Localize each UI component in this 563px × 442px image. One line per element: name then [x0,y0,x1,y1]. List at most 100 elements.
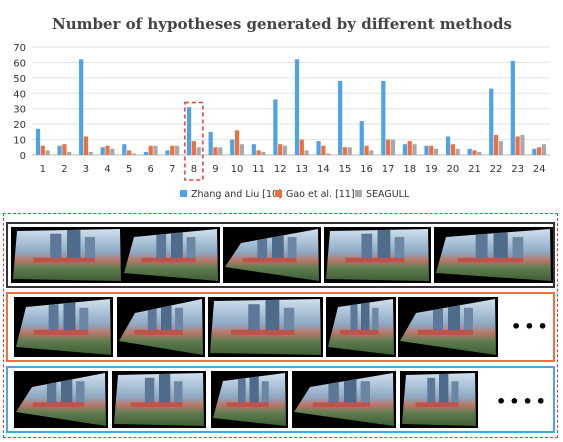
bar-2-14 [321,145,326,155]
bar-2-10 [234,130,240,155]
x-tick-label: 24 [533,164,546,175]
bar-1-20 [445,136,451,155]
bar-3-15 [347,147,352,155]
x-tick-label: 18 [403,164,416,175]
bar-1-8 [186,107,192,155]
x-tick-label: 22 [490,164,503,175]
bar-3-20 [455,148,460,155]
bar-1-2 [57,145,62,155]
bar-2-6 [148,145,153,155]
warped-image-thumbnail [11,227,123,283]
bar-1-4 [100,147,105,155]
x-tick-label: 23 [511,164,524,175]
bar-1-21 [467,148,472,155]
y-tick-label: 10 [13,136,26,147]
bar-3-6 [153,145,158,155]
bar-2-15 [342,147,348,155]
warped-image-thumbnail [324,227,431,283]
bar-3-11 [261,151,266,155]
row-gao: ••• [6,292,555,362]
bar-3-10 [239,144,244,155]
legend-swatch [275,190,282,197]
y-tick-label: 70 [13,43,26,54]
bar-2-24 [537,147,542,155]
y-tick-label: 20 [13,120,26,131]
bar-1-23 [510,60,515,156]
bar-1-22 [489,88,494,155]
bar-3-24 [541,144,547,155]
bar-2-12 [278,144,283,155]
x-tick-label: 19 [425,164,438,175]
row-seagull [6,222,555,288]
legend: Zhang and Liu [10] Gao et al. [11] SEAGULL [180,189,410,200]
bar-1-3 [79,59,84,155]
warped-image-thumbnail [398,297,498,357]
x-tick-label: 2 [61,164,67,175]
bar-3-16 [369,150,374,155]
bar-2-4 [105,145,110,155]
x-tick-label: 20 [447,164,460,175]
bar-3-13 [304,150,309,155]
x-tick-label: 3 [83,164,89,175]
bar-1-10 [230,139,235,155]
bar-1-19 [424,145,429,155]
bar-1-12 [273,99,278,155]
bar-1-14 [316,141,321,155]
x-tick-label: 16 [360,164,373,175]
legend-label: SEAGULL [366,189,410,200]
y-tick-label: 40 [13,89,26,100]
warped-image-thumbnail [14,371,108,428]
bar-3-12 [282,145,288,155]
warped-image-thumbnail [112,371,206,428]
x-tick-label: 14 [317,164,330,175]
row2-ellipsis: ••• [511,317,551,336]
bar-2-3 [83,136,89,155]
legend-swatch [355,190,362,197]
bar-3-4 [110,148,115,155]
warped-image-thumbnail [434,227,553,283]
y-tick-label: 30 [13,105,26,116]
bars [35,59,547,156]
bar-3-1 [45,150,50,155]
outer-dashed-frame [3,213,558,438]
bar-chart: Number of hypotheses generated by differ… [13,15,550,200]
legend-label: Gao et al. [11] [286,189,355,200]
row3-ellipsis: •••• [496,392,549,411]
warped-image-thumbnail [223,227,321,283]
bar-2-20 [450,144,455,155]
bar-2-7 [170,145,175,155]
bar-1-6 [143,151,149,155]
x-tick-label: 11 [252,164,265,175]
x-tick-label: 13 [295,164,308,175]
bar-1-7 [165,150,170,155]
bar-2-19 [429,145,434,155]
bar-3-8 [196,147,201,155]
y-tick-label: 50 [13,74,26,85]
bar-3-22 [498,141,503,155]
warped-image-thumbnail [211,371,288,428]
bar-2-16 [364,145,369,155]
bar-3-23 [520,134,525,155]
x-tick-label: 5 [126,164,132,175]
warped-image-thumbnail [400,371,478,428]
bar-2-17 [386,139,391,155]
bar-3-17 [390,139,396,155]
bar-1-24 [532,148,537,155]
gridlines [32,46,550,156]
warped-image-thumbnail [14,297,113,357]
bar-2-23 [515,136,520,155]
bar-2-5 [127,150,132,155]
bar-2-22 [493,134,499,155]
x-axis: 1 2 3 4 5 6 7 8 9 10 11 12 13 14 15 16 17 18 19 20 21 22 23 24 [40,164,546,175]
bar-3-5 [131,153,137,155]
bar-1-5 [122,144,127,155]
y-tick-label: 60 [13,58,26,69]
x-tick-label: 4 [104,164,110,175]
bar-1-15 [338,80,343,155]
warped-image-thumbnail [208,297,323,357]
bar-1-16 [359,121,364,155]
x-tick-label: 1 [40,164,46,175]
bar-3-14 [326,153,331,155]
bar-1-1 [35,128,41,155]
bar-3-18 [412,144,417,155]
